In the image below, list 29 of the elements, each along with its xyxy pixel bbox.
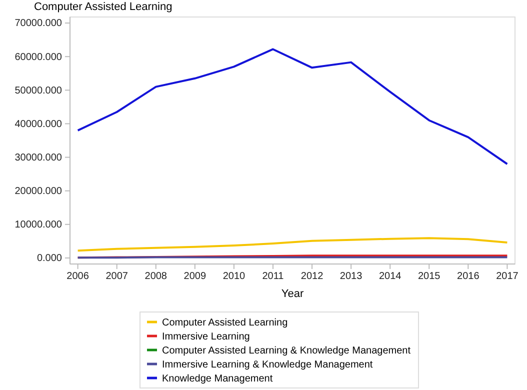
chart-title: Computer Assisted Learning bbox=[34, 1, 172, 13]
x-tick-label: 2009 bbox=[184, 271, 206, 282]
y-tick-label: 40000.000 bbox=[14, 118, 62, 130]
x-tick-label: 2011 bbox=[262, 271, 284, 282]
x-tick-label: 2008 bbox=[144, 271, 168, 282]
y-tick-label: 60000.000 bbox=[14, 52, 62, 63]
y-tick-label: 20000.000 bbox=[14, 186, 62, 198]
x-tick-label: 2017 bbox=[496, 271, 519, 282]
y-tick-label: 50000.000 bbox=[14, 85, 62, 96]
y-tick-label: 0.000 bbox=[36, 253, 62, 264]
line-series bbox=[76, 48, 508, 165]
legend-label: Computer Assisted Learning bbox=[162, 318, 288, 328]
x-tick-label: 2007 bbox=[106, 271, 128, 282]
x-tick-label: 2010 bbox=[222, 271, 246, 282]
x-axis-title: Year bbox=[281, 288, 304, 300]
legend-label: Immersive Learning bbox=[162, 332, 250, 342]
x-tick-label: 2013 bbox=[340, 271, 363, 282]
legend-label: Knowledge Management bbox=[162, 374, 273, 384]
x-tick-label: 2012 bbox=[300, 271, 324, 282]
x-tick-label: 2016 bbox=[457, 271, 480, 282]
y-tick-label: 70000.000 bbox=[14, 18, 62, 30]
x-tick-label: 2015 bbox=[418, 271, 441, 282]
y-tick-label: 30000.000 bbox=[14, 152, 62, 164]
line-series bbox=[76, 237, 508, 252]
legend-label: Immersive Learning & Knowledge Management bbox=[162, 360, 373, 370]
x-tick-label: 2006 bbox=[66, 271, 90, 282]
legend-label: Computer Assisted Learning & Knowledge Management bbox=[162, 346, 411, 356]
y-tick-label: 10000.000 bbox=[14, 220, 62, 231]
x-tick-label: 2014 bbox=[378, 271, 402, 282]
